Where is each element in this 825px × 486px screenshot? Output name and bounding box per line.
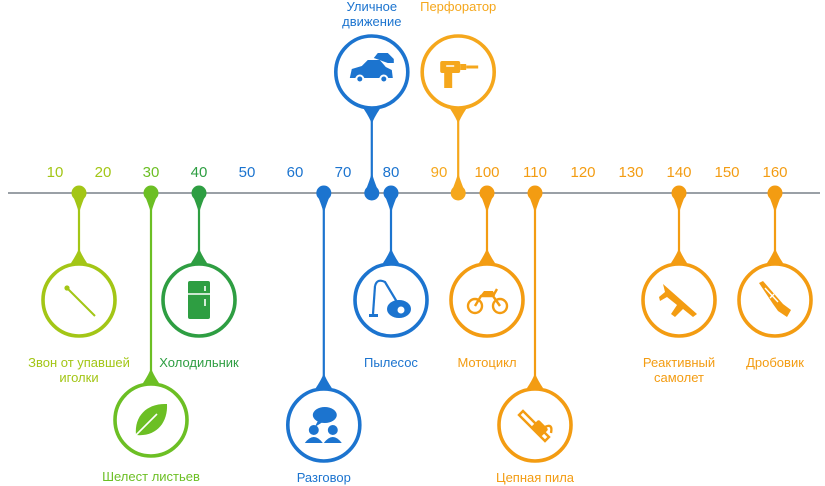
shotgun-icon [759, 281, 791, 317]
tick-label-140: 140 [666, 164, 691, 181]
event-label-line: Мотоцикл [457, 355, 516, 370]
event-leaves: Шелест листьев [102, 185, 200, 484]
motorcycle-icon [466, 288, 509, 315]
leaf-icon [135, 403, 168, 436]
event-label-line: самолет [654, 370, 704, 385]
event-label-line: движение [342, 14, 401, 29]
connector-flare [315, 373, 332, 388]
tick-label-50: 50 [239, 164, 256, 181]
connector-flare [71, 248, 87, 263]
tick-label-40: 40 [191, 164, 208, 181]
chainsaw-icon [517, 409, 553, 443]
connector-flare [383, 248, 399, 263]
tick-label-30: 30 [143, 164, 160, 181]
event-label: Разговор [297, 470, 351, 485]
event-fridge: Холодильник [159, 185, 239, 370]
event-label-line: Цепная пила [496, 470, 575, 485]
conversation-icon [304, 407, 342, 443]
cars-icon [349, 53, 394, 84]
connector-flare [450, 109, 467, 124]
tick-label-160: 160 [762, 164, 787, 181]
needle-icon [64, 285, 96, 317]
tick-label-110: 110 [523, 164, 547, 181]
tick-label-60: 60 [287, 164, 304, 181]
tick-labels: 10 20 30 40 50 60 70 80 90 100 110 120 130 140 150 160 [47, 164, 788, 181]
icon-circle [449, 262, 525, 338]
event-label-line: Шелест листьев [102, 469, 200, 484]
tick-label-100: 100 [474, 164, 499, 181]
event-label-line: иголки [59, 370, 98, 385]
connector-flare [479, 248, 495, 263]
event-moto: Мотоцикл [449, 185, 525, 370]
event-label: Уличное движение [342, 0, 401, 29]
event-needle: Звон от упавшей иголки [28, 185, 130, 385]
event-label: Реактивный самолет [643, 355, 715, 385]
event-jet: Реактивный самолет [641, 185, 717, 385]
event-traffic: Уличное движение [333, 0, 410, 201]
event-label-line: Звон от упавшей [28, 355, 130, 370]
tick-label-70: 70 [335, 164, 352, 181]
tick-label-10: 10 [47, 164, 64, 181]
connector-flare [767, 248, 783, 263]
event-label: Холодильник [159, 355, 239, 370]
event-label-line: Перфоратор [420, 0, 496, 14]
connector-flare [191, 248, 207, 263]
tick-label-150: 150 [714, 164, 739, 181]
tick-label-130: 130 [618, 164, 643, 181]
event-label: Шелест листьев [102, 469, 200, 484]
vacuum-icon [369, 279, 411, 318]
event-label-line: Пылесос [364, 355, 418, 370]
event-drill: Перфоратор [420, 0, 496, 201]
event-label: Мотоцикл [457, 355, 516, 370]
event-vacuum: Пылесос [353, 185, 429, 370]
event-shotgun: Дробовик [737, 185, 813, 370]
icon-circle [285, 387, 362, 463]
tick-label-20: 20 [95, 164, 112, 181]
event-label: Дробовик [746, 355, 804, 370]
icon-circle [353, 262, 429, 338]
event-label: Цепная пила [496, 470, 575, 485]
tick-label-120: 120 [570, 164, 595, 181]
timeline-events: Звон от упавшей иголки Шелест листьев Холод… [28, 0, 813, 485]
event-label-line: Разговор [297, 470, 351, 485]
fridge-icon [188, 281, 210, 319]
connector-flare [671, 248, 687, 263]
connector-flare [363, 109, 380, 124]
event-label-line: Холодильник [159, 355, 239, 370]
connector-flare [143, 368, 159, 383]
event-label-line: Уличное [346, 0, 397, 14]
event-label: Перфоратор [420, 0, 496, 14]
event-label-line: Дробовик [746, 355, 804, 370]
connector-flare [527, 373, 543, 388]
drill-icon [440, 61, 479, 88]
event-label: Звон от упавшей иголки [28, 355, 130, 385]
event-chainsaw: Цепная пила [496, 185, 575, 485]
tick-label-80: 80 [383, 164, 400, 181]
jet-icon [659, 284, 697, 317]
tick-label-90: 90 [431, 164, 448, 181]
event-label: Пылесос [364, 355, 418, 370]
event-label-line: Реактивный [643, 355, 715, 370]
event-talk: Разговор [285, 185, 362, 485]
